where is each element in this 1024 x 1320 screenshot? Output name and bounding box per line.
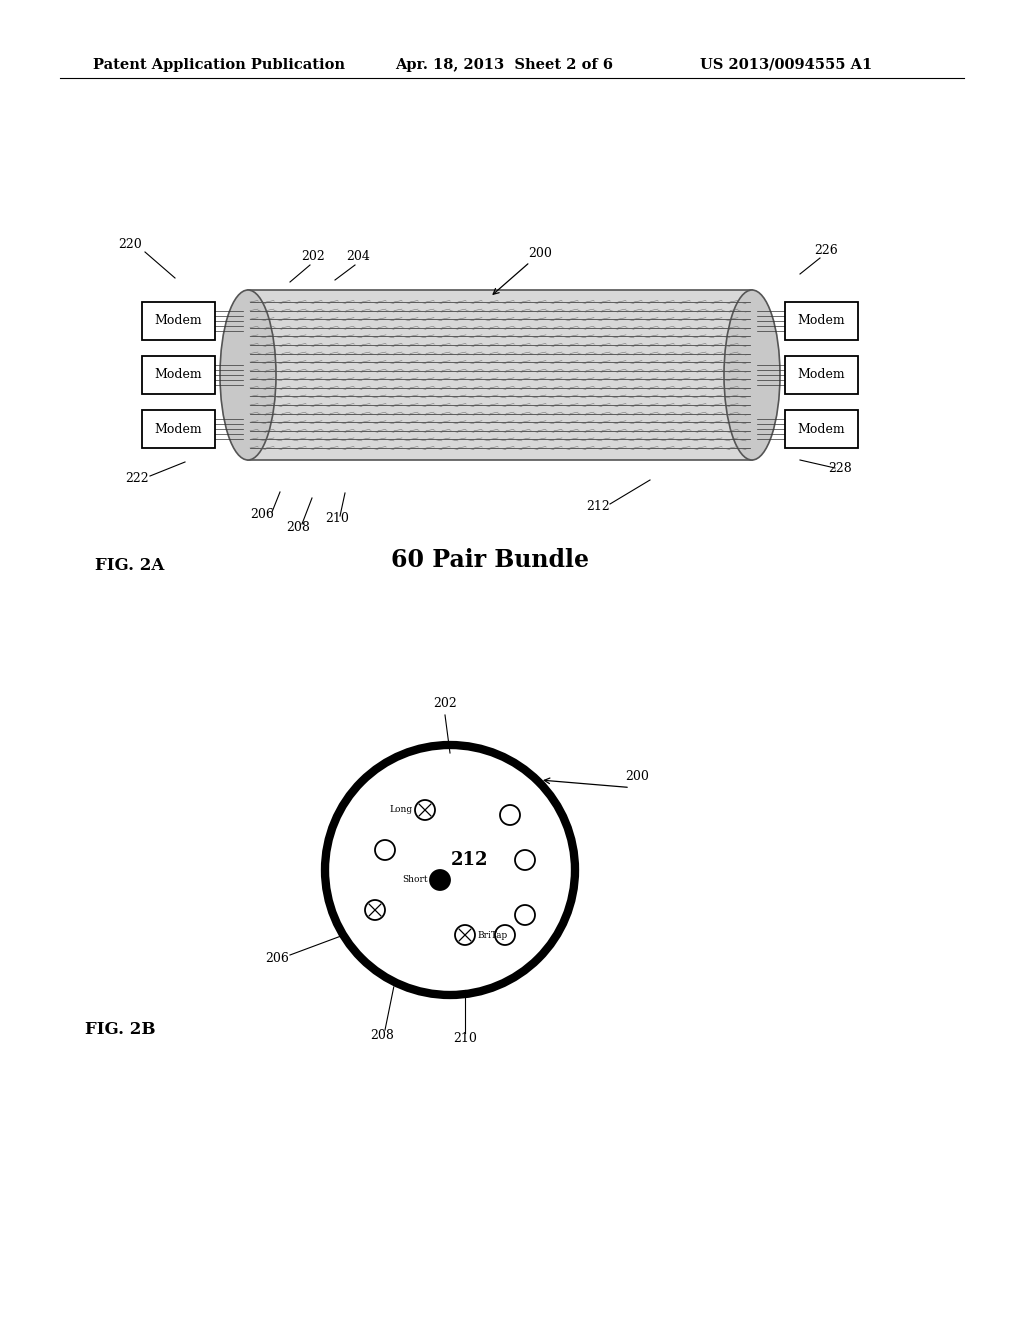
Text: Long: Long <box>390 805 413 814</box>
Text: FIG. 2A: FIG. 2A <box>95 557 165 573</box>
FancyBboxPatch shape <box>785 356 858 393</box>
FancyBboxPatch shape <box>142 356 215 393</box>
Text: BriTap: BriTap <box>477 931 507 940</box>
Bar <box>248 290 752 459</box>
Text: 60 Pair Bundle: 60 Pair Bundle <box>391 548 589 572</box>
Text: 222: 222 <box>125 473 148 484</box>
Ellipse shape <box>220 290 276 459</box>
Circle shape <box>365 900 385 920</box>
Text: 226: 226 <box>814 244 838 257</box>
Text: 200: 200 <box>625 770 649 783</box>
Text: 202: 202 <box>301 249 325 263</box>
Text: FIG. 2B: FIG. 2B <box>85 1022 156 1039</box>
FancyBboxPatch shape <box>142 301 215 339</box>
FancyBboxPatch shape <box>785 411 858 449</box>
Circle shape <box>495 925 515 945</box>
Text: 200: 200 <box>528 247 552 260</box>
Circle shape <box>500 805 520 825</box>
Text: Modem: Modem <box>155 314 203 327</box>
Text: 220: 220 <box>118 238 142 251</box>
Circle shape <box>515 906 535 925</box>
Text: 212: 212 <box>452 851 488 869</box>
Text: US 2013/0094555 A1: US 2013/0094555 A1 <box>700 58 872 73</box>
Text: Modem: Modem <box>798 422 846 436</box>
Text: 204: 204 <box>346 249 370 263</box>
Ellipse shape <box>724 290 780 459</box>
Text: 206: 206 <box>250 508 274 521</box>
Text: Modem: Modem <box>155 422 203 436</box>
Text: Apr. 18, 2013  Sheet 2 of 6: Apr. 18, 2013 Sheet 2 of 6 <box>395 58 613 73</box>
Text: 212: 212 <box>586 500 610 513</box>
Text: 206: 206 <box>265 952 289 965</box>
Text: 210: 210 <box>453 1032 477 1045</box>
Text: 210: 210 <box>325 512 349 525</box>
FancyBboxPatch shape <box>142 411 215 449</box>
Circle shape <box>325 744 575 995</box>
Circle shape <box>375 840 395 861</box>
Circle shape <box>415 800 435 820</box>
Circle shape <box>455 925 475 945</box>
Text: Patent Application Publication: Patent Application Publication <box>93 58 345 73</box>
Text: Short: Short <box>402 875 428 884</box>
Text: 228: 228 <box>828 462 852 475</box>
Text: 208: 208 <box>370 1030 394 1041</box>
FancyBboxPatch shape <box>785 301 858 339</box>
Text: Modem: Modem <box>155 368 203 381</box>
Circle shape <box>430 870 450 890</box>
Text: 208: 208 <box>286 521 310 535</box>
Text: 202: 202 <box>433 697 457 710</box>
Text: Modem: Modem <box>798 314 846 327</box>
Text: Modem: Modem <box>798 368 846 381</box>
Circle shape <box>515 850 535 870</box>
